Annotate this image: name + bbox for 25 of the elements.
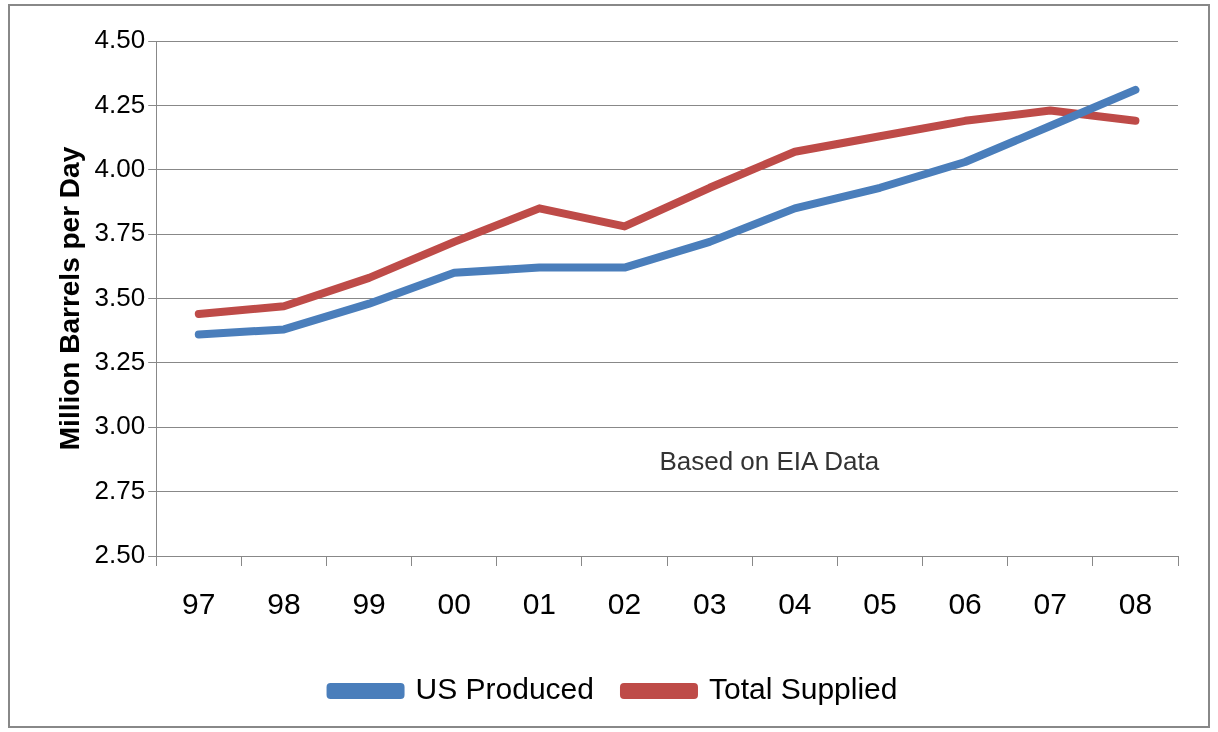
x-tick-label: 05 xyxy=(863,587,897,621)
x-tick-label: 08 xyxy=(1118,587,1153,621)
y-tick-label: 3.00 xyxy=(94,410,146,441)
y-tick-label: 4.00 xyxy=(94,152,146,183)
legend-label: US Produced xyxy=(415,672,594,706)
y-tick-label: 4.50 xyxy=(94,24,146,55)
x-tick-label: 01 xyxy=(522,587,557,621)
y-tick-label: 3.25 xyxy=(94,346,146,377)
x-tick-label: 99 xyxy=(352,587,386,621)
annotation: Based on EIA Data xyxy=(659,446,880,477)
y-tick-label: 3.50 xyxy=(94,281,146,312)
y-tick-label: 3.75 xyxy=(94,217,146,248)
x-tick-label: 02 xyxy=(607,587,642,621)
y-axis-title: Million Barrels per Day xyxy=(53,146,85,451)
y-tick-label: 2.50 xyxy=(94,539,146,570)
y-tick-label: 4.25 xyxy=(94,88,146,119)
x-tick-label: 97 xyxy=(182,587,216,621)
x-tick-label: 07 xyxy=(1033,587,1067,621)
x-tick-label: 00 xyxy=(437,587,471,621)
x-tick-label: 98 xyxy=(267,587,301,621)
x-tick-label: 04 xyxy=(778,587,812,621)
y-tick-label: 2.75 xyxy=(94,474,146,505)
x-tick-label: 03 xyxy=(692,587,727,621)
legend-label: Total Supplied xyxy=(708,672,898,706)
x-tick-label: 06 xyxy=(948,587,982,621)
